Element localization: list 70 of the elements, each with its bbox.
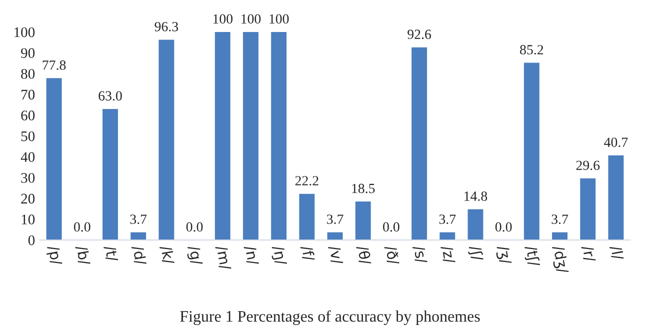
y-tick-label: 50 <box>21 131 35 142</box>
x-tick-label: /ð/ <box>384 244 400 266</box>
y-tick-label: 30 <box>21 172 35 183</box>
x-tick-label: /tʃ/ <box>522 244 540 268</box>
y-tick-label: 40 <box>20 152 35 162</box>
x-tick-label: /l/ <box>609 244 624 261</box>
x-tick-label: /d/ <box>131 244 147 266</box>
x-tick-label: /n/ <box>244 244 259 266</box>
data-label: 22.2 <box>295 176 318 186</box>
x-tick-label: /ʃ/ <box>467 244 484 262</box>
x-tick-label: /r/ <box>581 244 596 263</box>
data-label: 100 <box>270 14 289 24</box>
data-label: 85.2 <box>520 45 544 54</box>
bar <box>46 78 62 240</box>
data-label: 63.0 <box>98 91 122 101</box>
bar <box>242 32 258 240</box>
text: Figure 1 Percentages of accuracy by phonemes <box>180 310 480 326</box>
y-tick-label: 0 <box>28 235 35 246</box>
y-tick-label: 80 <box>21 68 35 79</box>
x-tick-label: /v/ <box>328 244 344 266</box>
bar <box>468 209 484 240</box>
x-tick-label: /p/ <box>45 244 62 266</box>
bar <box>412 47 428 240</box>
data-label: 0.0 <box>74 222 90 232</box>
x-tick-label: /f/ <box>300 244 316 262</box>
x-tick-label: /s/ <box>412 244 428 264</box>
bar <box>552 232 568 240</box>
bar <box>271 32 287 240</box>
x-tick-label: /ŋ/ <box>270 244 287 266</box>
x-tick-label: /z/ <box>440 244 456 264</box>
bar <box>440 232 456 240</box>
data-label: 3.7 <box>439 214 456 224</box>
y-tick-label: 70 <box>22 90 35 100</box>
bar <box>524 62 540 240</box>
bar <box>355 202 371 240</box>
data-label: 40.7 <box>604 138 628 148</box>
data-label: 100 <box>213 14 233 24</box>
x-tick-label: /θ/ <box>356 244 372 266</box>
bar <box>102 108 118 240</box>
data-label: 0.0 <box>383 222 400 232</box>
data-label: 3.7 <box>326 214 344 224</box>
data-label: 18.5 <box>352 184 375 194</box>
x-tick-label: /b/ <box>75 244 91 266</box>
bar <box>214 32 230 240</box>
y-tick-label: 90 <box>21 48 35 58</box>
bar <box>608 155 624 240</box>
y-tick-label: 100 <box>14 27 35 38</box>
bar <box>580 178 596 240</box>
y-tick-label: 60 <box>21 110 35 120</box>
x-tick-label: /k/ <box>160 244 175 266</box>
x-tick-label: /dʒ/ <box>550 244 570 274</box>
data-label: 96.3 <box>154 22 178 32</box>
bar <box>299 194 315 240</box>
bar <box>130 232 146 240</box>
data-label: 29.6 <box>576 160 600 170</box>
data-label: 3.7 <box>552 214 568 224</box>
y-tick-label: 10 <box>22 214 35 224</box>
x-tick-label: /g/ <box>186 244 203 266</box>
x-tick-label: /ʒ/ <box>495 244 512 266</box>
y-tick-label: 20 <box>21 194 35 204</box>
data-label: 0.0 <box>495 222 512 232</box>
x-tick-label: /t/ <box>104 244 118 262</box>
data-label: 3.7 <box>130 214 147 224</box>
x-tick-label: /m/ <box>215 244 232 271</box>
data-label: 92.6 <box>408 30 432 40</box>
bar <box>158 40 174 240</box>
data-label: 100 <box>242 14 261 24</box>
data-label: 0.0 <box>186 222 203 232</box>
data-label: 14.8 <box>464 191 488 201</box>
data-label: 77.8 <box>42 60 66 70</box>
